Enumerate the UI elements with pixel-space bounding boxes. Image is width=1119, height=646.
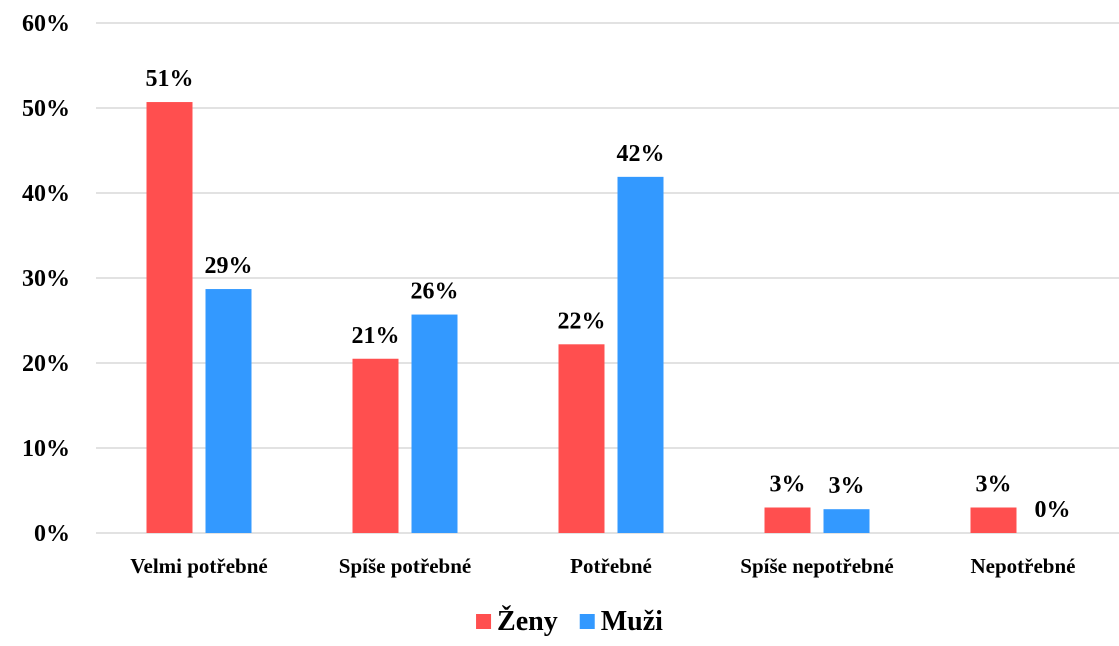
bar: [411, 314, 458, 533]
data-label: 29%: [205, 253, 253, 279]
gridlines: [96, 22, 1119, 534]
bar: [764, 507, 811, 533]
data-label: 22%: [558, 308, 606, 334]
x-category-label: Spíše potřebné: [339, 554, 471, 578]
data-labels: 51% 29% 21% 26% 22% 42% 3% 3% 3% 0%: [146, 66, 1071, 523]
y-tick-label: 60%: [22, 11, 70, 37]
bar: [823, 509, 870, 533]
x-category-label: Potřebné: [570, 554, 652, 578]
legend-swatch: [579, 614, 595, 629]
bar: [970, 507, 1017, 533]
x-category-label: Velmi potřebné: [130, 554, 267, 578]
data-label: 26%: [411, 279, 459, 305]
y-tick-label: 30%: [22, 266, 70, 292]
bar: [617, 176, 664, 533]
legend-label: Ženy: [497, 606, 558, 637]
x-axis-category-labels: Velmi potřebné Spíše potřebné Potřebné Spíš…: [130, 554, 1075, 578]
y-tick-label: 20%: [22, 351, 70, 377]
bars: [146, 102, 1017, 534]
y-axis-tick-labels: 0% 10% 20% 30% 40% 50% 60%: [22, 11, 70, 547]
data-label: 42%: [617, 141, 665, 167]
bar: [146, 102, 193, 534]
legend-label: Muži: [601, 606, 663, 637]
y-tick-label: 0%: [34, 521, 70, 547]
data-label: 3%: [770, 472, 806, 498]
x-category-label: Nepotřebné: [971, 554, 1076, 578]
data-label: 21%: [352, 323, 400, 349]
bar: [205, 289, 252, 533]
bar: [352, 358, 399, 533]
data-label: 51%: [146, 66, 194, 92]
data-label: 0%: [1035, 497, 1071, 523]
y-tick-label: 40%: [22, 181, 70, 207]
x-category-label: Spíše nepotřebné: [740, 554, 893, 578]
data-label: 3%: [829, 473, 865, 499]
y-tick-label: 10%: [22, 436, 70, 462]
legend-swatch: [476, 614, 492, 629]
y-tick-label: 50%: [22, 96, 70, 122]
legend: Ženy Muži: [476, 606, 663, 637]
bar: [558, 344, 605, 533]
data-label: 3%: [976, 472, 1012, 498]
